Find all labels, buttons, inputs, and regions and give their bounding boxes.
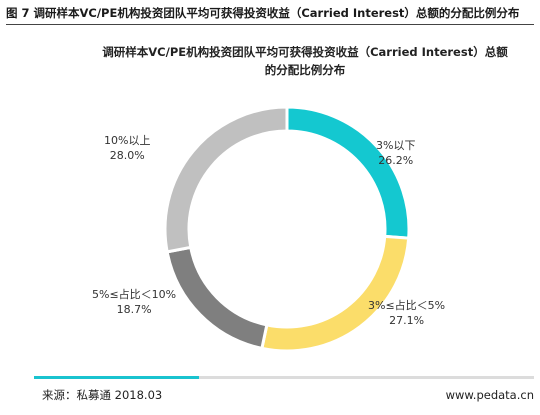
source-note: 来源：私募通 2018.03 bbox=[42, 388, 163, 402]
chart-area bbox=[32, 26, 540, 371]
donut-slice-2 bbox=[165, 245, 269, 351]
donut-slice-1 bbox=[260, 234, 411, 353]
slice-label-2: 5%≤占比＜10% 18.7% bbox=[92, 287, 176, 317]
slice-value-3: 28.0% bbox=[109, 149, 145, 162]
footer: 来源：私募通 2018.03 www.pedata.cn bbox=[34, 384, 534, 406]
slice-category-3: 10%以上 bbox=[104, 134, 151, 147]
slice-label-1: 3%≤占比＜5% 27.1% bbox=[368, 298, 445, 328]
donut-slice-0 bbox=[285, 105, 411, 240]
figure-header: 图 7 调研样本VC/PE机构投资团队平均可获得投资收益（Carried Int… bbox=[6, 6, 520, 20]
slice-category-2: 5%≤占比＜10% bbox=[92, 288, 177, 301]
chart-title: 调研样本VC/PE机构投资团队平均可获得投资收益（Carried Interes… bbox=[102, 45, 508, 77]
header-divider bbox=[6, 24, 534, 25]
site-url: www.pedata.cn bbox=[445, 388, 534, 402]
donut-slices bbox=[163, 105, 411, 353]
progress-fill bbox=[34, 376, 199, 379]
slice-value-0: 26.2% bbox=[378, 154, 414, 167]
slice-value-1: 27.1% bbox=[389, 314, 425, 327]
slice-label-0: 3%以下 26.2% bbox=[376, 138, 415, 168]
slice-category-1: 3%≤占比＜5% bbox=[368, 299, 446, 312]
slice-value-2: 18.7% bbox=[116, 303, 152, 316]
slice-label-3: 10%以上 28.0% bbox=[104, 133, 150, 163]
donut-slice-3 bbox=[163, 105, 289, 254]
progress-track bbox=[34, 376, 534, 379]
slice-category-0: 3%以下 bbox=[376, 139, 416, 152]
